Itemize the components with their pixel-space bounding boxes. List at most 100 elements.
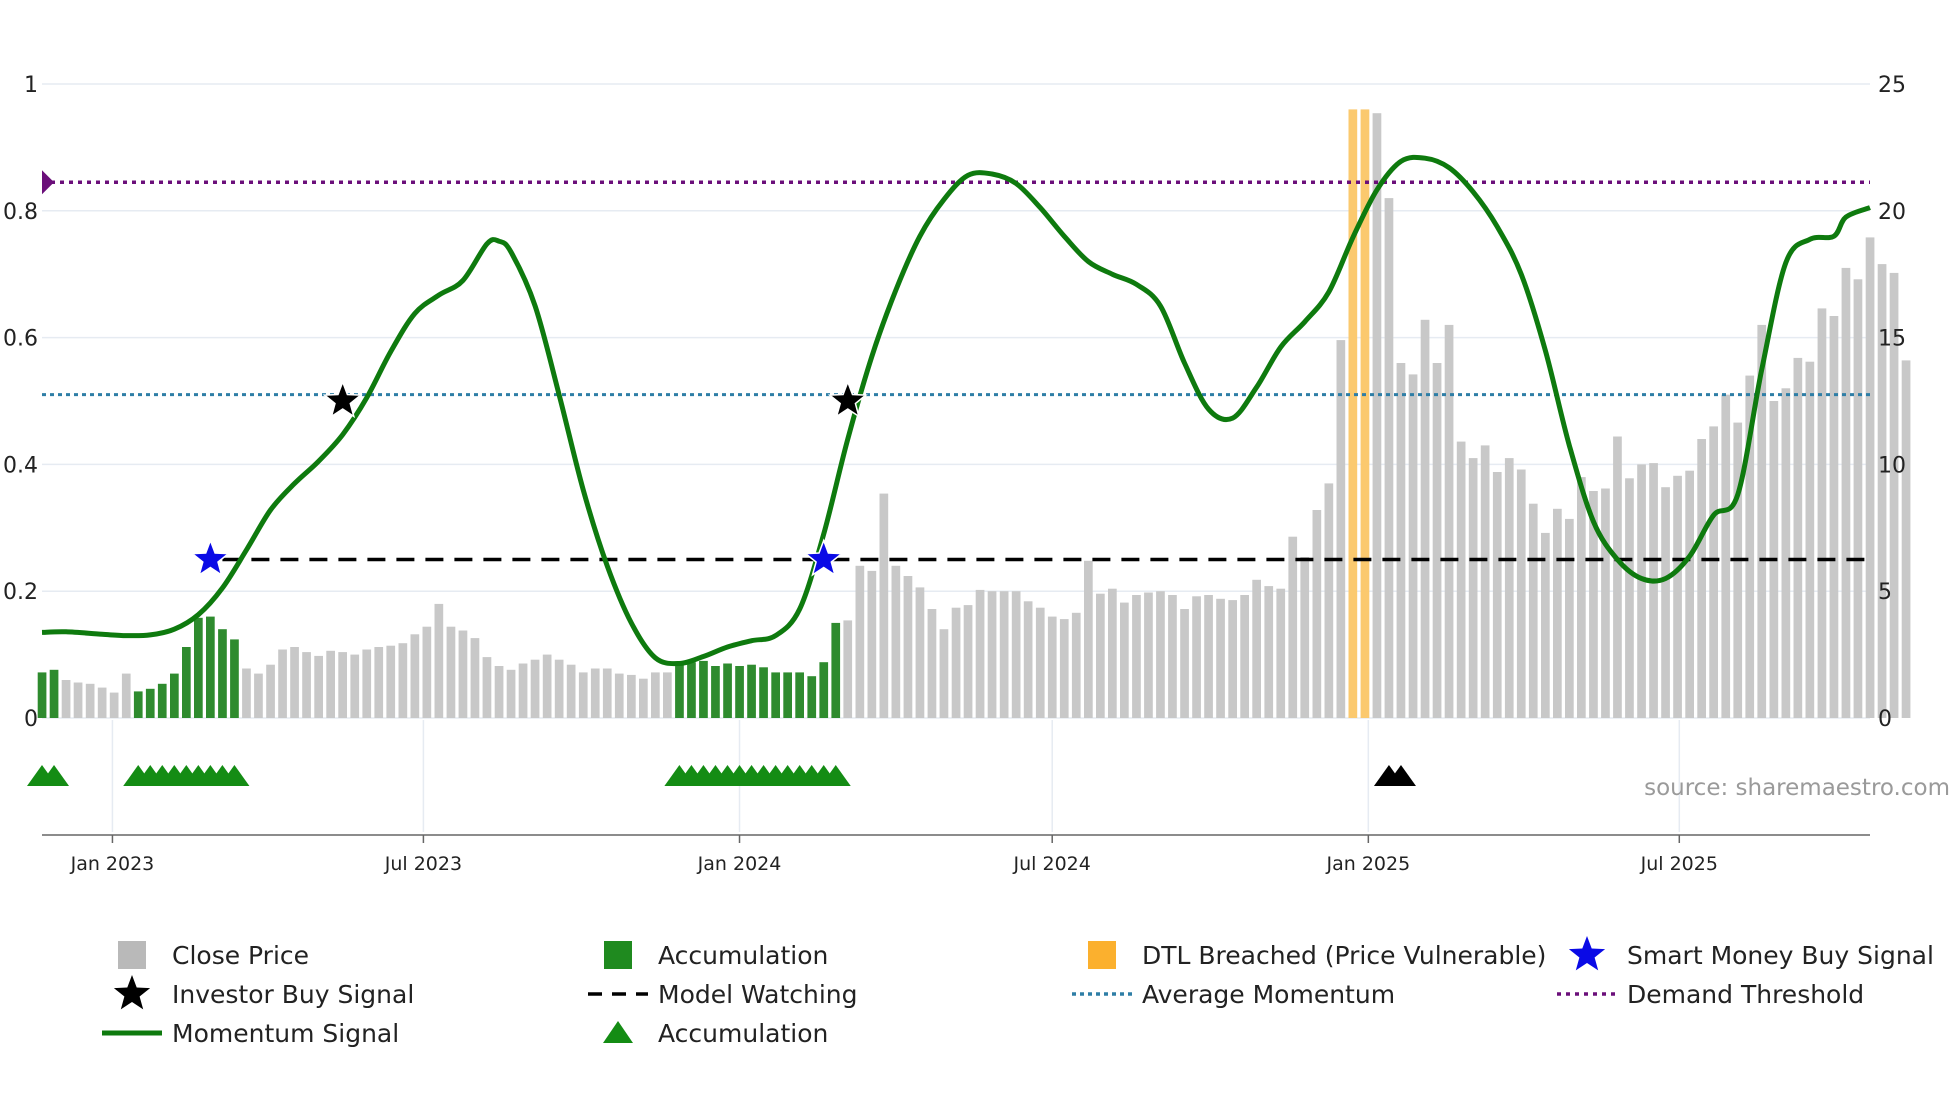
close-price-bar (614, 673, 624, 718)
x-axis: Jan 2023 Jul 2023 Jan 2024 Jul 2024 Jan 2025… (70, 853, 1718, 875)
legend-label: Demand Threshold (1627, 980, 1864, 1009)
accumulation-bar (807, 676, 817, 718)
y-right-tick-label: 5 (1878, 580, 1892, 605)
close-price-bar (242, 668, 251, 718)
y-left-tick-label: 1 (24, 73, 38, 98)
close-price-bar (1625, 478, 1634, 718)
accumulation-bar (194, 617, 203, 718)
close-price-bar (1276, 588, 1286, 718)
investor-buy-legend-icon (113, 975, 151, 1010)
dtl-breached-bar (1360, 109, 1370, 718)
close-price-bar (602, 668, 612, 718)
close-price-bar (494, 666, 504, 718)
legend-item-smart-money: Smart Money Buy Signal (1568, 936, 1934, 971)
close-price-bar (1504, 458, 1514, 718)
close-price-bar (458, 630, 468, 718)
close-price-bar (1685, 470, 1694, 718)
close-price-bar (1071, 612, 1081, 718)
close-price-bar (963, 605, 973, 718)
investor-buy-star (827, 379, 868, 419)
y-left-tick-label: 0.2 (3, 580, 38, 605)
y-right-tick-label: 25 (1878, 73, 1906, 98)
accumulation-swatch (604, 941, 632, 969)
close-price-bar (530, 659, 540, 718)
close-price-bar (1829, 316, 1839, 718)
close-price-bar (326, 650, 335, 718)
close-price-bar (1432, 363, 1442, 718)
close-price-bar (109, 692, 119, 718)
close-price-bar (951, 607, 961, 718)
close-price-bar (1264, 586, 1274, 718)
accumulation-bar (49, 669, 59, 718)
legend-label: Accumulation (658, 1019, 828, 1048)
legend-item-momentum-signal: Momentum Signal (102, 1019, 399, 1048)
close-price-bar (1420, 319, 1430, 718)
close-price-bar (554, 659, 564, 718)
close-price-bar (1372, 113, 1382, 718)
accumulation-bar (218, 629, 227, 718)
y-right-tick-label: 15 (1878, 327, 1906, 352)
y-right-tick-label: 10 (1878, 453, 1906, 478)
y-axis-right: 0 5 10 15 20 25 (1878, 73, 1906, 732)
accumulation-bar (783, 672, 792, 718)
close-price-bar (446, 626, 456, 718)
close-price-bar (278, 649, 287, 718)
close-price-bar (73, 682, 83, 718)
close-price-bar (1396, 363, 1406, 718)
legend-label: Momentum Signal (172, 1019, 399, 1048)
close-price-bar (1096, 593, 1105, 718)
close-price-bar (975, 589, 985, 718)
accumulation-bar (723, 663, 732, 718)
accumulation-bar (133, 691, 143, 718)
close-price-bar (663, 672, 672, 718)
close-price-bar (1120, 602, 1129, 718)
close-price-bar (1745, 375, 1755, 718)
x-tick-label: Jul 2024 (1013, 853, 1091, 875)
close-price-bar (1204, 595, 1213, 718)
close-price-bar (1781, 388, 1791, 718)
close-price-bar (542, 654, 552, 718)
close-price-bar (578, 672, 588, 718)
close-price-bar (590, 668, 600, 718)
legend-item-accumulation-marker: Accumulation (603, 1019, 828, 1048)
legend-label: Model Watching (658, 980, 858, 1009)
accumulation-bar (831, 622, 841, 718)
accumulation-bar (735, 666, 744, 718)
close-price-bar (1673, 475, 1682, 718)
close-price-bar (1805, 361, 1815, 718)
accumulation-bar (145, 688, 155, 718)
close-price-bar (254, 673, 263, 718)
legend-item-dtl-breached: DTL Breached (Price Vulnerable) (1088, 941, 1546, 970)
legend-label: Close Price (172, 941, 309, 970)
accumulation-bar (711, 666, 720, 718)
y-left-tick-label: 0.6 (3, 327, 38, 352)
close-price-bar (314, 655, 323, 718)
close-price-bar (891, 565, 901, 718)
investor-marker (1385, 765, 1416, 786)
close-price-bar (1059, 619, 1069, 718)
close-price-bar (1456, 441, 1466, 718)
close-price-bar (350, 654, 360, 718)
close-price-bar (939, 629, 949, 718)
legend-label: Accumulation (658, 941, 828, 970)
close-price-bar (1492, 472, 1502, 718)
close-price-bar (1192, 596, 1201, 718)
close-price-bar (1709, 426, 1718, 718)
close-price-bar (1841, 267, 1851, 718)
accumulation-marker (219, 765, 250, 786)
close-price-bar (566, 664, 576, 718)
x-tick-label: Jan 2023 (70, 853, 155, 875)
close-price-bar (97, 687, 107, 718)
close-price-bar (1528, 503, 1538, 718)
close-price-bar (1613, 436, 1622, 718)
close-price-bar (1011, 591, 1021, 718)
momentum-signal-line (41, 154, 1871, 667)
legend-item-average-momentum: Average Momentum (1072, 980, 1395, 1009)
close-price-swatch (118, 941, 146, 969)
close-price-bar (639, 678, 648, 718)
close-price-bar (1216, 598, 1225, 718)
close-price-bar (362, 649, 372, 718)
x-tick-label: Jul 2025 (1640, 853, 1718, 875)
demand-threshold-marker (42, 170, 54, 195)
legend-label: Investor Buy Signal (172, 980, 414, 1009)
